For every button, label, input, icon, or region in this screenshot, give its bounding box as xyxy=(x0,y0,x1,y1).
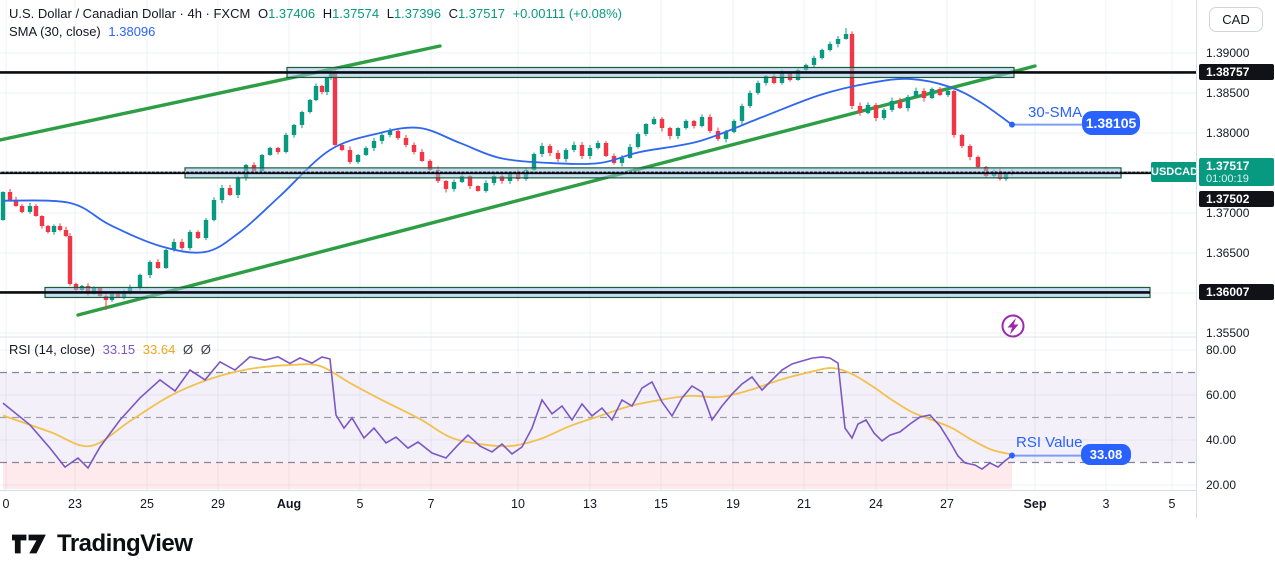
rsi-endpoint-dot xyxy=(1009,452,1015,459)
time-axis-label: 7 xyxy=(427,497,435,511)
time-axis-label: 27 xyxy=(940,497,954,511)
ohlc-low: L1.37396 xyxy=(386,6,441,21)
price-axis-label: 20.00 xyxy=(1206,478,1237,492)
time-axis-label: 15 xyxy=(654,497,668,511)
time-axis-label: 24 xyxy=(869,497,883,511)
ohlc-open: O1.37406 xyxy=(257,6,316,21)
time-axis-label: 23 xyxy=(68,497,82,511)
rsi-callout-label: RSI Value xyxy=(1016,434,1083,451)
price-axis-label: 1.37000 xyxy=(1206,206,1250,221)
current-price-badge: 1.37517 01:00:19 xyxy=(1199,157,1274,186)
time-axis-label: 5 xyxy=(1168,497,1176,511)
price-axis[interactable]: CAD 1.39000 1.38500 1.38000 1.37000 1.36500 1… xyxy=(1196,0,1275,518)
chart-canvas[interactable] xyxy=(0,0,1196,518)
level-price-badge: 1.36007 xyxy=(1199,284,1274,301)
change-value: +0.00111 (+0.08%) xyxy=(512,6,622,21)
sma-legend-title: SMA (30, close) xyxy=(9,24,101,39)
time-axis-label: 5 xyxy=(356,497,364,511)
rsi-legend-value: 33.15 xyxy=(102,342,136,357)
rsi-oversold-fill xyxy=(3,462,1012,489)
sma-value-badge: 1.38105 xyxy=(1082,111,1140,135)
rsi-line[interactable] xyxy=(2,355,1013,470)
time-axis-label: 29 xyxy=(211,497,225,511)
sma-endpoint-dot xyxy=(1009,121,1015,128)
footer-bar: TradingView xyxy=(12,530,193,558)
sma-legend[interactable]: SMA (30, close) 1.38096 xyxy=(9,24,155,39)
trendline[interactable] xyxy=(0,44,442,142)
rsi-hidden-plot-2: Ø xyxy=(200,342,211,357)
tradingview-wordmark[interactable]: TradingView xyxy=(57,530,193,557)
price-axis-label: 1.35500 xyxy=(1206,326,1250,341)
rsi-hidden-plot-1: Ø xyxy=(182,342,194,357)
currency-toggle-button[interactable]: CAD xyxy=(1209,7,1263,32)
ohlc-close: C1.37517 xyxy=(448,6,505,21)
symbol-price-line-tag: USDCAD xyxy=(1151,162,1198,182)
rsi-value-badge: 33.08 xyxy=(1081,444,1131,465)
time-axis-label: 10 xyxy=(511,497,525,511)
tradingview-logo-icon[interactable] xyxy=(12,531,48,557)
time-axis[interactable]: 0 23 25 29 Aug 5 7 10 13 15 19 21 24 27 Sep 3 5 xyxy=(0,490,1196,519)
price-axis-label: 1.36500 xyxy=(1206,246,1250,261)
rsi-ma-legend-value: 33.64 xyxy=(142,342,176,357)
sma-callout-label: 30-SMA xyxy=(1028,104,1083,121)
chart-plot-area[interactable]: U.S. Dollar / Canadian Dollar · 4h · FXC… xyxy=(0,0,1198,518)
rsi-ma-line[interactable] xyxy=(2,363,1013,456)
level-price-badge: 1.37502 xyxy=(1199,190,1274,207)
price-axis-label: 80.00 xyxy=(1206,343,1237,357)
rsi-legend[interactable]: RSI (14, close) 33.15 33.64 Ø Ø xyxy=(9,342,211,357)
time-axis-label: 0 xyxy=(2,497,10,511)
price-axis-label: 1.39000 xyxy=(1206,46,1250,61)
symbol-legend: U.S. Dollar / Canadian Dollar · 4h · FXC… xyxy=(9,6,622,21)
time-axis-label: 19 xyxy=(726,497,740,511)
time-axis-label: Sep xyxy=(1023,497,1047,511)
time-axis-label: 21 xyxy=(797,497,811,511)
symbol-title[interactable]: U.S. Dollar / Canadian Dollar · 4h · FXC… xyxy=(9,6,251,21)
ohlc-high: H1.37574 xyxy=(322,6,380,21)
quick-trade-icon[interactable] xyxy=(1001,314,1025,338)
price-axis-label: 1.38000 xyxy=(1206,126,1250,141)
price-axis-label: 60.00 xyxy=(1206,388,1237,402)
time-axis-label: 25 xyxy=(140,497,154,511)
level-price-badge: 1.38757 xyxy=(1199,64,1274,81)
price-axis-label: 40.00 xyxy=(1206,433,1237,447)
rsi-legend-title: RSI (14, close) xyxy=(9,342,95,357)
sma-legend-value: 1.38096 xyxy=(108,24,156,39)
time-axis-label: Aug xyxy=(276,497,302,511)
price-axis-label: 1.38500 xyxy=(1206,86,1250,101)
sma-line[interactable] xyxy=(2,77,1013,254)
time-axis-label: 3 xyxy=(1102,497,1110,511)
time-axis-label: 13 xyxy=(583,497,597,511)
